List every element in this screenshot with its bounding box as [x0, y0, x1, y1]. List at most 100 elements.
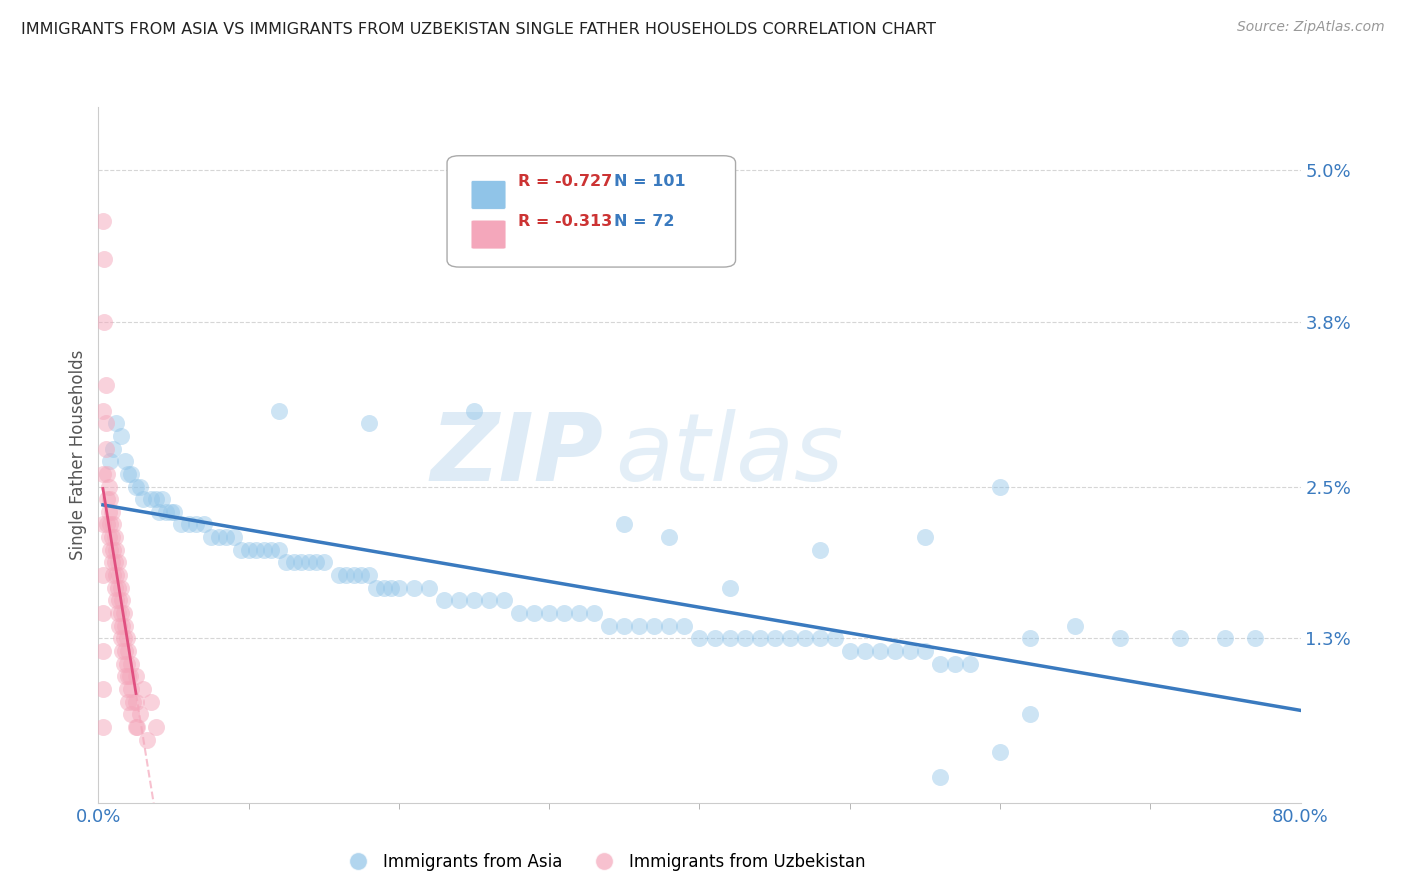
Point — [104, 556, 127, 570]
Text: IMMIGRANTS FROM ASIA VS IMMIGRANTS FROM UZBEKISTAN SINGLE FATHER HOUSEHOLDS CORR: IMMIGRANTS FROM ASIA VS IMMIGRANTS FROM … — [21, 22, 936, 37]
Point — [553, 606, 575, 620]
Point — [115, 632, 138, 646]
Point — [222, 530, 245, 544]
Point — [1019, 707, 1042, 722]
Text: N = 101: N = 101 — [614, 174, 686, 189]
Point — [276, 556, 298, 570]
Point — [253, 542, 276, 557]
Point — [159, 505, 181, 519]
Point — [132, 492, 155, 507]
Point — [91, 467, 114, 481]
Point — [91, 214, 114, 228]
Text: atlas: atlas — [616, 409, 844, 500]
Point — [718, 632, 741, 646]
Point — [132, 681, 155, 696]
Point — [184, 517, 207, 532]
Point — [150, 492, 173, 507]
Point — [290, 556, 312, 570]
Point — [658, 530, 681, 544]
Point — [883, 644, 905, 658]
Point — [127, 720, 149, 734]
Point — [105, 593, 128, 607]
Text: Source: ZipAtlas.com: Source: ZipAtlas.com — [1237, 20, 1385, 34]
FancyBboxPatch shape — [471, 180, 506, 210]
Point — [643, 618, 665, 632]
Point — [703, 632, 725, 646]
Point — [129, 707, 152, 722]
Point — [93, 315, 115, 329]
Point — [114, 644, 136, 658]
Point — [104, 530, 127, 544]
Point — [91, 644, 114, 658]
Point — [125, 479, 148, 493]
Point — [312, 556, 335, 570]
Point — [117, 644, 139, 658]
Point — [103, 542, 125, 557]
Point — [108, 618, 131, 632]
Point — [231, 542, 253, 557]
Point — [673, 618, 696, 632]
Point — [115, 681, 138, 696]
Point — [139, 695, 162, 709]
Point — [193, 517, 215, 532]
Y-axis label: Single Father Households: Single Father Households — [69, 350, 87, 560]
Point — [914, 644, 936, 658]
Point — [111, 618, 134, 632]
Point — [96, 467, 118, 481]
Point — [494, 593, 516, 607]
Point — [838, 644, 860, 658]
Point — [96, 517, 118, 532]
Point — [110, 581, 132, 595]
Point — [305, 556, 328, 570]
Point — [103, 517, 125, 532]
Point — [121, 657, 143, 671]
Point — [117, 695, 139, 709]
Point — [343, 568, 366, 582]
Point — [94, 417, 117, 431]
Point — [1215, 632, 1237, 646]
Point — [718, 581, 741, 595]
Point — [388, 581, 411, 595]
Point — [748, 632, 770, 646]
Point — [91, 517, 114, 532]
Point — [447, 593, 470, 607]
Point — [114, 669, 136, 683]
Text: N = 72: N = 72 — [614, 214, 675, 228]
Point — [110, 429, 132, 443]
Point — [478, 593, 501, 607]
Point — [283, 556, 305, 570]
Point — [96, 492, 118, 507]
Point — [129, 479, 152, 493]
Point — [260, 542, 283, 557]
Point — [100, 542, 122, 557]
Point — [91, 720, 114, 734]
Point — [103, 568, 125, 582]
Point — [328, 568, 350, 582]
Point — [598, 618, 620, 632]
Point — [107, 556, 129, 570]
Point — [1064, 618, 1087, 632]
Point — [100, 492, 122, 507]
Point — [107, 606, 129, 620]
Point — [238, 542, 260, 557]
Point — [118, 669, 141, 683]
Point — [101, 556, 124, 570]
Point — [689, 632, 711, 646]
Point — [613, 517, 636, 532]
Point — [111, 593, 134, 607]
Text: R = -0.313: R = -0.313 — [517, 214, 612, 228]
Legend: Immigrants from Asia, Immigrants from Uzbekistan: Immigrants from Asia, Immigrants from Uz… — [335, 847, 872, 878]
Point — [108, 568, 131, 582]
Point — [125, 720, 148, 734]
Point — [97, 479, 120, 493]
Point — [808, 632, 831, 646]
Point — [628, 618, 651, 632]
Point — [97, 530, 120, 544]
Point — [613, 618, 636, 632]
Point — [853, 644, 876, 658]
Point — [463, 403, 485, 417]
Point — [808, 542, 831, 557]
Point — [162, 505, 184, 519]
FancyBboxPatch shape — [447, 156, 735, 267]
Point — [418, 581, 440, 595]
